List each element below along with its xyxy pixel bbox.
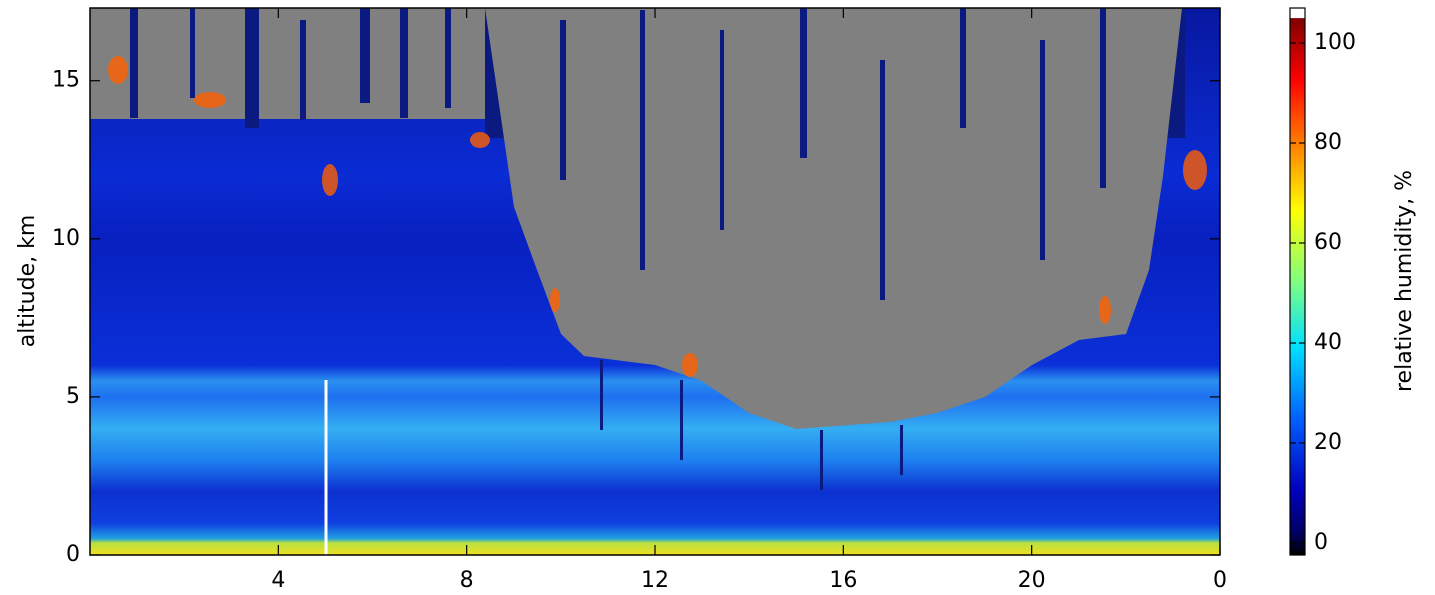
colorbar-tick-label: 60 xyxy=(1314,230,1342,255)
x-tick-label: 20 xyxy=(1018,568,1046,593)
colorbar-label: relative humidity, % xyxy=(1392,170,1417,392)
colorbar-tick-label: 80 xyxy=(1314,130,1342,155)
colorbar-tick-label: 100 xyxy=(1314,30,1356,55)
y-tick-label: 0 xyxy=(66,542,80,567)
y-axis-label: altitude, km xyxy=(15,215,40,348)
colorbar-tick-label: 40 xyxy=(1314,330,1342,355)
colorbar-tick-label: 0 xyxy=(1314,530,1328,555)
y-tick-label: 5 xyxy=(66,384,80,409)
x-tick-label: 8 xyxy=(460,568,474,593)
x-tick-label: 16 xyxy=(829,568,857,593)
x-tick-label: 4 xyxy=(271,568,285,593)
heatmap xyxy=(90,8,1220,555)
x-tick-label: 0 xyxy=(1213,568,1227,593)
x-tick-label: 12 xyxy=(641,568,669,593)
y-tick-label: 10 xyxy=(52,226,80,251)
y-tick-label: 15 xyxy=(52,68,80,93)
colorbar-tick-label: 20 xyxy=(1314,430,1342,455)
colorbar xyxy=(1289,7,1306,556)
